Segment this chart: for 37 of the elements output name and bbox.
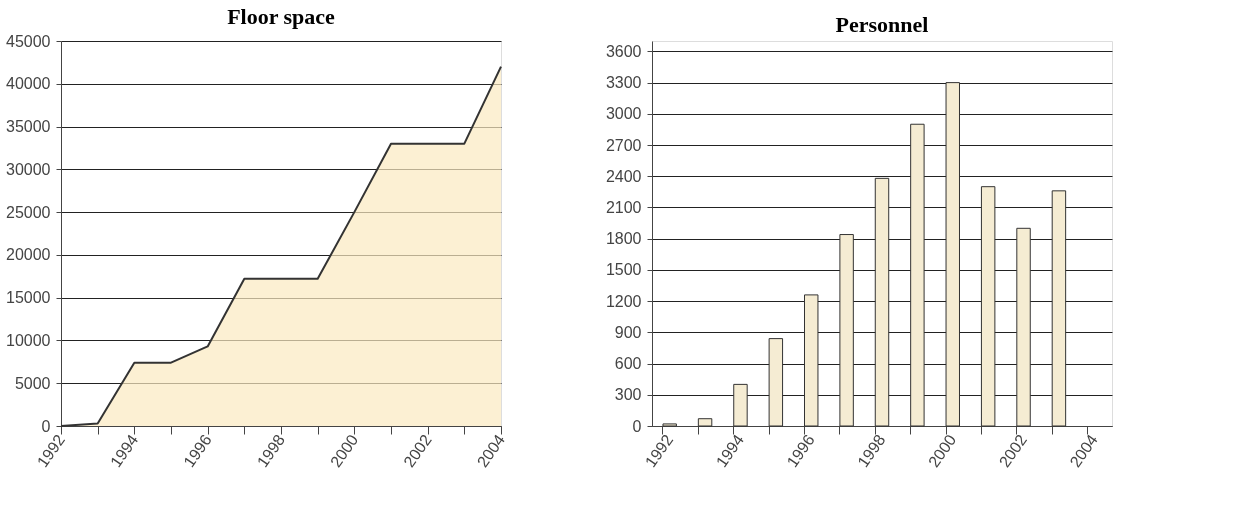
y-tick-label: 2400 [605, 167, 642, 185]
y-tick-label: 10000 [6, 331, 51, 349]
y-tick-label: 0 [632, 417, 642, 435]
chart-title: Personnel [835, 12, 929, 37]
bar [980, 186, 996, 427]
bar [910, 123, 925, 427]
y-tick-label: 3600 [605, 42, 642, 60]
y-tick-label: 3000 [605, 105, 642, 123]
bar [945, 82, 960, 427]
y-tick-label: 45000 [6, 32, 51, 50]
bar [804, 294, 819, 427]
chart-title: Floor space [227, 4, 336, 29]
y-tick-label: 1500 [605, 261, 642, 279]
y-tick-label: 25000 [6, 203, 51, 221]
y-tick-label: 300 [614, 386, 642, 404]
bar [839, 234, 854, 427]
bar [733, 383, 748, 427]
y-tick-label: 2700 [605, 136, 642, 154]
y-tick-label: 1800 [605, 230, 642, 248]
bar [697, 418, 713, 427]
y-tick-label: 600 [614, 355, 642, 373]
y-tick-label: 0 [41, 417, 51, 435]
y-tick-label: 900 [614, 323, 642, 341]
y-tick-label: 35000 [6, 118, 51, 136]
y-tick-label: 1200 [605, 292, 642, 310]
y-tick-label: 20000 [6, 246, 51, 264]
y-tick-label: 15000 [6, 289, 51, 307]
y-tick-label: 2100 [605, 198, 642, 216]
y-tick-label: 3300 [605, 74, 642, 92]
y-tick-label: 5000 [14, 374, 51, 392]
bar [768, 338, 784, 427]
bar [1051, 190, 1067, 427]
bar [1016, 227, 1031, 427]
y-tick-label: 40000 [6, 75, 51, 93]
bar [662, 423, 677, 427]
y-tick-label: 30000 [6, 160, 51, 178]
bar [874, 177, 890, 427]
